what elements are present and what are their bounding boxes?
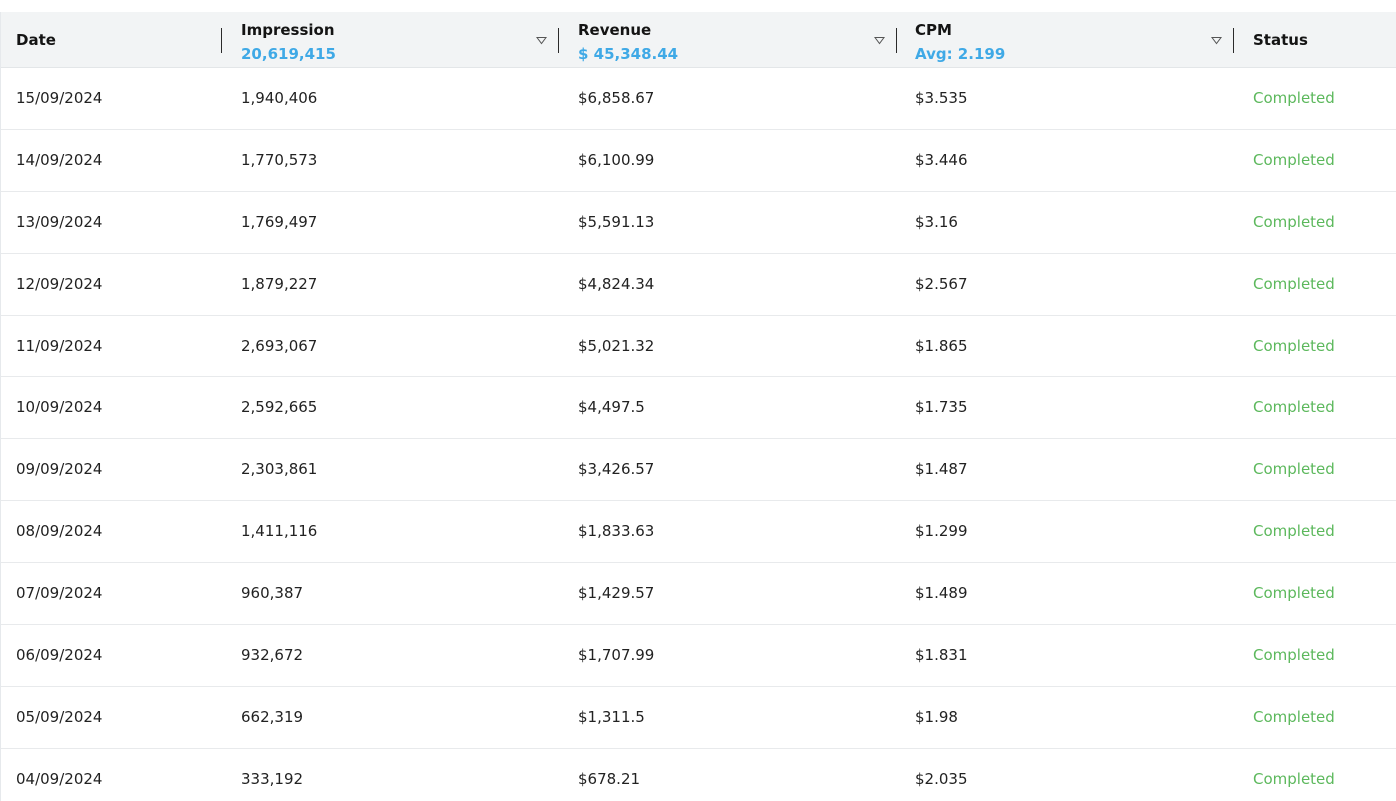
cell-revenue: $1,311.5 bbox=[578, 707, 645, 726]
column-resize-handle-impression[interactable] bbox=[558, 28, 559, 53]
cell-cpm: $3.535 bbox=[915, 89, 968, 107]
column-resize-handle-revenue[interactable] bbox=[896, 28, 897, 53]
cell-cpm: $1.487 bbox=[915, 460, 968, 479]
status-badge: Completed bbox=[1253, 89, 1335, 107]
cell-impression: 960,387 bbox=[241, 584, 304, 603]
table-row[interactable]: 14/09/2024 1,770,573 $6,100.99 $3.446 Co… bbox=[1, 130, 1396, 192]
revenue-total: $ 45,348.44 bbox=[578, 45, 679, 63]
cell-impression: 1,770,573 bbox=[241, 150, 318, 169]
status-badge: Completed bbox=[1253, 274, 1335, 293]
status-badge: Completed bbox=[1253, 212, 1335, 231]
table-header: Date Impression 20,619,415 Revenue $ 45,… bbox=[1, 12, 1396, 68]
cell-revenue: $1,707.99 bbox=[578, 646, 655, 665]
cell-date: 09/09/2024 bbox=[16, 460, 103, 479]
status-badge: Completed bbox=[1253, 646, 1335, 665]
status-badge: Completed bbox=[1253, 522, 1335, 541]
cell-date: 11/09/2024 bbox=[16, 336, 103, 355]
cell-revenue: $4,497.5 bbox=[578, 398, 645, 417]
column-header-date[interactable]: Date bbox=[1, 12, 221, 68]
cell-impression: 1,879,227 bbox=[241, 274, 318, 293]
cell-impression: 662,319 bbox=[241, 707, 304, 726]
cell-revenue: $6,100.99 bbox=[578, 150, 655, 169]
cell-cpm: $2.567 bbox=[915, 274, 968, 293]
sort-down-icon[interactable] bbox=[1211, 36, 1222, 45]
cell-date: 05/09/2024 bbox=[16, 707, 103, 726]
cpm-average: Avg: 2.199 bbox=[915, 45, 1006, 63]
cell-cpm: $3.16 bbox=[915, 212, 958, 231]
cell-date: 13/09/2024 bbox=[16, 212, 103, 231]
column-resize-handle-date[interactable] bbox=[221, 28, 222, 53]
cell-date: 06/09/2024 bbox=[16, 646, 103, 665]
cell-date: 08/09/2024 bbox=[16, 522, 103, 541]
column-title-cpm: CPM bbox=[915, 21, 952, 39]
cell-cpm: $1.865 bbox=[915, 336, 968, 355]
cell-impression: 1,940,406 bbox=[241, 89, 318, 107]
table-row[interactable]: 10/09/2024 2,592,665 $4,497.5 $1.735 Com… bbox=[1, 377, 1396, 440]
table-row[interactable]: 06/09/2024 932,672 $1,707.99 $1.831 Comp… bbox=[1, 625, 1396, 687]
column-resize-handle-cpm[interactable] bbox=[1233, 28, 1234, 53]
cell-cpm: $1.489 bbox=[915, 584, 968, 603]
table-row[interactable]: 07/09/2024 960,387 $1,429.57 $1.489 Comp… bbox=[1, 563, 1396, 626]
cell-cpm: $1.831 bbox=[915, 646, 968, 665]
cell-revenue: $5,021.32 bbox=[578, 336, 655, 355]
cell-impression: 2,303,861 bbox=[241, 460, 318, 479]
column-title-impression: Impression bbox=[241, 21, 335, 39]
table-row[interactable]: 08/09/2024 1,411,116 $1,833.63 $1.299 Co… bbox=[1, 501, 1396, 564]
cell-cpm: $3.446 bbox=[915, 150, 968, 169]
cell-revenue: $4,824.34 bbox=[578, 274, 655, 293]
status-badge: Completed bbox=[1253, 707, 1335, 726]
table-body: 15/09/2024 1,940,406 $6,858.67 $3.535 Co… bbox=[1, 68, 1396, 801]
table-row[interactable]: 09/09/2024 2,303,861 $3,426.57 $1.487 Co… bbox=[1, 439, 1396, 502]
cell-cpm: $1.98 bbox=[915, 707, 958, 726]
sort-down-icon[interactable] bbox=[536, 36, 547, 45]
cell-date: 14/09/2024 bbox=[16, 150, 103, 169]
cell-impression: 2,693,067 bbox=[241, 336, 318, 355]
column-header-cpm[interactable]: CPM Avg: 2.199 bbox=[897, 12, 1233, 68]
cell-impression: 1,411,116 bbox=[241, 522, 318, 541]
status-badge: Completed bbox=[1253, 398, 1335, 417]
table-row[interactable]: 13/09/2024 1,769,497 $5,591.13 $3.16 Com… bbox=[1, 192, 1396, 254]
cell-date: 10/09/2024 bbox=[16, 398, 103, 417]
cell-date: 07/09/2024 bbox=[16, 584, 103, 603]
cell-revenue: $678.21 bbox=[578, 769, 641, 788]
table-row[interactable]: 05/09/2024 662,319 $1,311.5 $1.98 Comple… bbox=[1, 687, 1396, 749]
table-row[interactable]: 15/09/2024 1,940,406 $6,858.67 $3.535 Co… bbox=[1, 68, 1396, 130]
cell-impression: 932,672 bbox=[241, 646, 304, 665]
impression-total: 20,619,415 bbox=[241, 45, 336, 63]
cell-cpm: $1.299 bbox=[915, 522, 968, 541]
cell-revenue: $1,429.57 bbox=[578, 584, 655, 603]
table-row[interactable]: 12/09/2024 1,879,227 $4,824.34 $2.567 Co… bbox=[1, 254, 1396, 316]
column-title-status: Status bbox=[1253, 31, 1308, 49]
cell-cpm: $2.035 bbox=[915, 769, 968, 788]
status-badge: Completed bbox=[1253, 150, 1335, 169]
cell-date: 15/09/2024 bbox=[16, 89, 103, 107]
cell-date: 04/09/2024 bbox=[16, 769, 103, 788]
column-header-status[interactable]: Status bbox=[1234, 12, 1396, 68]
cell-revenue: $6,858.67 bbox=[578, 89, 655, 107]
status-badge: Completed bbox=[1253, 769, 1335, 788]
cell-revenue: $3,426.57 bbox=[578, 460, 655, 479]
cell-date: 12/09/2024 bbox=[16, 274, 103, 293]
cell-revenue: $5,591.13 bbox=[578, 212, 655, 231]
status-badge: Completed bbox=[1253, 336, 1335, 355]
column-title-date: Date bbox=[16, 31, 56, 49]
report-table: Date Impression 20,619,415 Revenue $ 45,… bbox=[0, 12, 1396, 801]
column-title-revenue: Revenue bbox=[578, 21, 652, 39]
cell-impression: 2,592,665 bbox=[241, 398, 318, 417]
status-badge: Completed bbox=[1253, 584, 1335, 603]
cell-impression: 1,769,497 bbox=[241, 212, 318, 231]
cell-revenue: $1,833.63 bbox=[578, 522, 655, 541]
table-row[interactable]: 04/09/2024 333,192 $678.21 $2.035 Comple… bbox=[1, 749, 1396, 801]
cell-cpm: $1.735 bbox=[915, 398, 968, 417]
column-header-impression[interactable]: Impression 20,619,415 bbox=[222, 12, 558, 68]
table-row[interactable]: 11/09/2024 2,693,067 $5,021.32 $1.865 Co… bbox=[1, 316, 1396, 378]
column-header-revenue[interactable]: Revenue $ 45,348.44 bbox=[559, 12, 895, 68]
status-badge: Completed bbox=[1253, 460, 1335, 479]
cell-impression: 333,192 bbox=[241, 769, 304, 788]
sort-down-icon[interactable] bbox=[874, 36, 885, 45]
